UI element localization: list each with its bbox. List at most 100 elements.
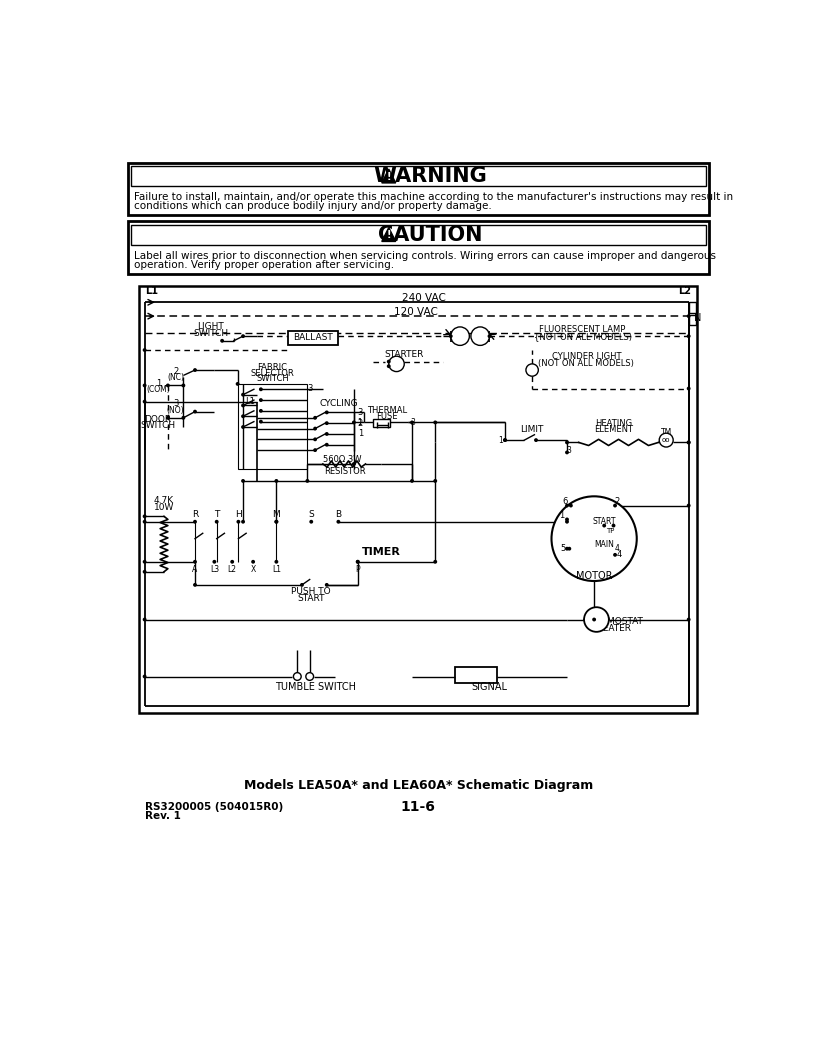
Text: conditions which can produce bodily injury and/or property damage.: conditions which can produce bodily inju…	[134, 202, 491, 211]
Text: TP: TP	[606, 528, 614, 534]
Circle shape	[274, 560, 278, 564]
Circle shape	[230, 560, 234, 564]
Circle shape	[387, 360, 391, 363]
Text: L2: L2	[678, 286, 691, 297]
Circle shape	[687, 335, 690, 338]
Circle shape	[565, 547, 569, 550]
Circle shape	[687, 315, 690, 318]
Text: {NOT ON ALL MODELS): {NOT ON ALL MODELS)	[534, 332, 632, 341]
Circle shape	[274, 520, 278, 524]
Circle shape	[313, 416, 317, 419]
Circle shape	[450, 327, 469, 345]
Text: M: M	[273, 510, 280, 518]
Text: L2: L2	[228, 565, 237, 574]
Text: MOTOR: MOTOR	[576, 570, 612, 581]
Circle shape	[687, 440, 690, 445]
Text: START: START	[298, 595, 325, 603]
Text: L1: L1	[144, 286, 157, 297]
Text: LIGHT: LIGHT	[197, 322, 224, 332]
Circle shape	[143, 399, 147, 403]
Text: Label all wires prior to disconnection when servicing controls. Wiring errors ca: Label all wires prior to disconnection w…	[134, 250, 716, 261]
Circle shape	[433, 420, 437, 425]
Text: THERMAL: THERMAL	[367, 406, 407, 415]
Bar	[131, 225, 706, 245]
Text: CAUTION: CAUTION	[378, 225, 482, 245]
Circle shape	[488, 335, 491, 338]
Circle shape	[300, 583, 304, 587]
Circle shape	[143, 675, 147, 678]
Text: SWITCH: SWITCH	[256, 374, 289, 383]
Text: T: T	[214, 510, 220, 518]
Text: MAIN: MAIN	[594, 541, 614, 549]
Text: !: !	[387, 172, 391, 182]
Text: L3: L3	[210, 565, 219, 574]
Text: 560Ω 3W: 560Ω 3W	[323, 455, 361, 464]
Circle shape	[410, 420, 414, 425]
Text: (NO): (NO)	[166, 406, 184, 415]
Text: DOOR: DOOR	[144, 415, 171, 423]
Circle shape	[143, 514, 147, 518]
Text: CYLINDER LIGHT: CYLINDER LIGHT	[552, 353, 621, 361]
Circle shape	[534, 438, 538, 442]
Circle shape	[193, 583, 197, 587]
Text: SWITCH: SWITCH	[193, 328, 228, 338]
Circle shape	[274, 520, 278, 524]
Circle shape	[236, 382, 240, 385]
Circle shape	[565, 520, 569, 524]
Text: 3: 3	[567, 446, 572, 455]
Text: 1: 1	[498, 436, 503, 445]
Text: HEATING: HEATING	[595, 418, 632, 428]
Circle shape	[313, 427, 317, 431]
Text: FLUORESCENT LAMP: FLUORESCENT LAMP	[539, 325, 626, 335]
Circle shape	[181, 416, 185, 419]
Circle shape	[241, 414, 245, 418]
Circle shape	[143, 348, 147, 352]
Circle shape	[325, 421, 329, 426]
Circle shape	[166, 383, 170, 388]
Text: WARNING: WARNING	[373, 166, 486, 186]
Text: 1: 1	[156, 379, 162, 388]
Circle shape	[567, 547, 571, 550]
Circle shape	[193, 520, 197, 524]
Text: 4: 4	[615, 544, 620, 553]
Text: 1: 1	[559, 511, 564, 520]
Circle shape	[565, 440, 569, 445]
Circle shape	[336, 520, 340, 524]
Circle shape	[143, 570, 147, 573]
Circle shape	[241, 479, 245, 483]
Text: FABRIC: FABRIC	[258, 363, 287, 372]
Circle shape	[259, 398, 263, 402]
Text: L1: L1	[272, 565, 281, 574]
Bar	[131, 166, 706, 186]
Circle shape	[352, 420, 356, 425]
Circle shape	[356, 560, 360, 564]
Bar	[127, 222, 709, 274]
Text: 3: 3	[357, 408, 363, 417]
Circle shape	[181, 383, 185, 388]
Circle shape	[552, 496, 636, 581]
Circle shape	[569, 504, 573, 508]
Circle shape	[410, 479, 414, 483]
Text: 2: 2	[614, 497, 620, 506]
Text: TUMBLE SWITCH: TUMBLE SWITCH	[275, 682, 356, 693]
Circle shape	[659, 433, 673, 447]
Text: X: X	[251, 565, 255, 574]
Text: L1: L1	[246, 397, 255, 407]
Circle shape	[143, 618, 147, 621]
Text: 4.7K: 4.7K	[154, 496, 174, 506]
Polygon shape	[382, 169, 396, 183]
Circle shape	[687, 504, 690, 508]
Text: (NOT ON ALL MODELS): (NOT ON ALL MODELS)	[539, 359, 634, 367]
Circle shape	[212, 560, 216, 564]
Text: 10W: 10W	[153, 503, 174, 511]
Circle shape	[503, 438, 507, 442]
Text: PUSH TO: PUSH TO	[291, 587, 331, 597]
Circle shape	[592, 618, 596, 621]
Circle shape	[613, 504, 617, 508]
Circle shape	[143, 383, 147, 388]
Text: 6: 6	[563, 497, 568, 506]
Text: STARTER: STARTER	[384, 351, 424, 359]
Circle shape	[602, 524, 606, 528]
Circle shape	[193, 369, 197, 372]
Circle shape	[241, 393, 245, 397]
